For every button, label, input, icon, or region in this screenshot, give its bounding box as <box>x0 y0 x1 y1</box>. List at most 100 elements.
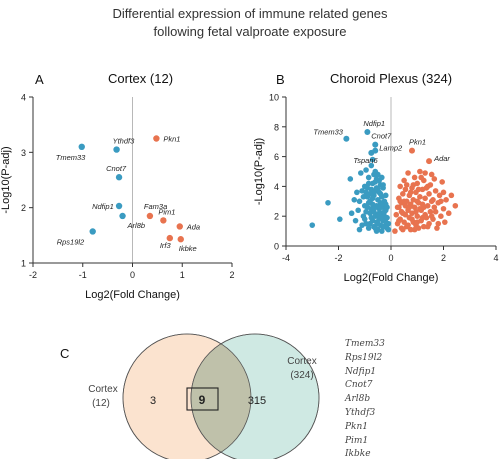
choroid-point-up <box>402 211 409 218</box>
figure-title-line2: following fetal valproate exposure <box>153 24 347 39</box>
choroid-point-down <box>373 202 380 209</box>
choroid-point-down <box>360 213 367 219</box>
choroid-labeled-point <box>364 129 371 136</box>
cortex-point-label: Pim1 <box>158 207 175 216</box>
choroid-point-up <box>428 198 435 205</box>
cortex-point <box>78 143 85 150</box>
choroid-point-down <box>385 220 392 227</box>
choroid-point-up <box>421 177 427 184</box>
choroid-point-up <box>421 204 427 211</box>
choroid-point-down <box>363 220 369 227</box>
overlap-gene-name: Rps19l2 <box>345 352 383 363</box>
choroid-point-label: Adar <box>433 154 450 163</box>
choroid-point-down <box>376 210 382 217</box>
choroid-point-down <box>382 207 389 214</box>
choroid-point-up <box>428 171 435 178</box>
cortex-x-tick-label: 0 <box>130 270 135 280</box>
choroid-point-down <box>375 226 381 233</box>
choroid-point-down <box>381 213 388 219</box>
cortex-y-tick-label: 4 <box>21 93 26 103</box>
choroid-point-down <box>371 208 377 215</box>
choroid-point-down <box>361 216 368 222</box>
choroid-point-down <box>368 205 375 212</box>
choroid-point-up <box>452 202 459 209</box>
choroid-point-down <box>351 197 358 203</box>
choroid-x-tick-label: -4 <box>282 253 290 263</box>
choroid-point-up <box>407 189 414 196</box>
choroid-point-down <box>364 185 371 191</box>
choroid-point-up <box>410 219 417 225</box>
choroid-labeled-point <box>343 135 350 142</box>
choroid-point-up <box>443 197 449 203</box>
choroid-point-down <box>363 167 369 173</box>
choroid-y-tick-label: 2 <box>274 212 279 222</box>
choroid-y-tick-label: 4 <box>274 182 279 192</box>
choroid-point-up <box>396 195 402 202</box>
choroid-point-up <box>400 191 406 197</box>
choroid-point-up <box>406 214 413 221</box>
choroid-point-down <box>377 214 384 221</box>
venn-circle-choroid <box>190 333 320 459</box>
choroid-point-up <box>417 194 423 200</box>
choroid-point-down <box>360 194 367 200</box>
choroid-point-up <box>400 226 406 233</box>
choroid-point-up <box>415 186 422 193</box>
overlap-gene-name: Pkn1 <box>345 421 369 432</box>
choroid-point-down <box>371 189 377 196</box>
cortex-point <box>160 217 167 224</box>
choroid-labeled-point <box>409 147 415 154</box>
choroid-point-down <box>380 182 386 188</box>
choroid-point-down <box>368 186 375 193</box>
overlap-gene-list: Tmem33 Rps19l2 Ndfip1 Cnot7 Arl8b Ythdf3 Pkn1 P… <box>345 338 425 462</box>
choroid-point-down <box>384 214 390 221</box>
choroid-point-down <box>372 179 379 185</box>
choroid-point-down <box>379 194 385 200</box>
choroid-point-label: Pkn1 <box>409 138 426 147</box>
choroid-point-down <box>372 188 379 194</box>
choroid-point-down <box>369 180 376 187</box>
choroid-point-up <box>431 204 438 211</box>
overlap-gene-name: Ikbke <box>345 449 371 460</box>
choroid-point-up <box>426 220 432 227</box>
choroid-point-up <box>418 207 424 214</box>
choroid-point-up <box>410 197 417 203</box>
choroid-point-down <box>377 199 384 206</box>
venn-right-label-name: Cortex <box>287 356 316 367</box>
cortex-x-tick-label: -2 <box>29 270 37 280</box>
choroid-point-down <box>364 204 371 211</box>
choroid-point-down <box>359 222 365 228</box>
choroid-point-up <box>435 199 442 206</box>
choroid-point-label: Ndfip1 <box>363 119 385 128</box>
choroid-point-up <box>419 201 426 208</box>
choroid-point-down <box>376 189 382 196</box>
choroid-point-up <box>413 189 419 196</box>
choroid-point-down <box>375 186 381 193</box>
choroid-point-up <box>445 210 452 217</box>
choroid-point-up <box>430 197 436 203</box>
choroid-point-down <box>361 202 368 209</box>
choroid-point-down <box>368 214 375 221</box>
cortex-x-axis-title: Log2(Fold Change) <box>85 289 180 301</box>
choroid-point-up <box>413 222 419 228</box>
cortex-point-label: Cnot7 <box>106 164 127 173</box>
overlap-gene-name: Pim1 <box>345 435 369 446</box>
choroid-point-up <box>430 216 436 222</box>
cortex-point <box>146 212 154 220</box>
choroid-point-label: Lamp2 <box>379 144 403 153</box>
choroid-point-up <box>417 205 423 212</box>
choroid-point-up <box>421 223 427 230</box>
choroid-point-down <box>337 216 343 222</box>
venn-left-only-count: 3 <box>150 395 156 407</box>
choroid-point-down <box>371 223 377 230</box>
choroid-point-down <box>380 204 386 211</box>
choroid-point-label: Tmem33 <box>313 128 343 137</box>
choroid-point-down <box>379 174 385 181</box>
choroid-point-up <box>409 185 415 191</box>
choroid-point-up <box>403 223 410 230</box>
choroid-point-down <box>325 199 331 206</box>
choroid-y-tick-label: 0 <box>274 242 279 252</box>
cortex-y-tick-label: 2 <box>21 203 26 213</box>
choroid-point-up <box>419 214 426 221</box>
choroid-point-up <box>418 217 424 224</box>
